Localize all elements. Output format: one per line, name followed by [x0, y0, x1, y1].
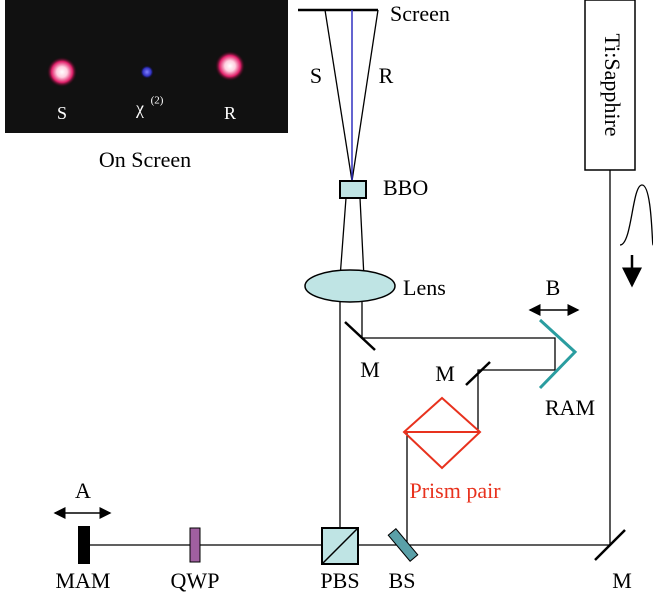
beam [85, 170, 610, 545]
label: M [435, 361, 455, 386]
label: BBO [383, 175, 428, 200]
label: QWP [171, 568, 220, 593]
pulse [620, 185, 653, 245]
label: PBS [320, 568, 359, 593]
label: RAM [545, 395, 595, 420]
spot-label: (2) [151, 95, 164, 107]
beam [340, 198, 364, 278]
mirror [345, 322, 375, 350]
label: M [360, 357, 380, 382]
spot-label: χ [135, 98, 144, 118]
label: MAM [55, 568, 110, 593]
label: Lens [403, 275, 446, 300]
lens [305, 270, 395, 302]
spot [140, 65, 154, 79]
label: M [612, 568, 632, 593]
label: R [379, 63, 394, 88]
caption: On Screen [99, 147, 191, 172]
label: A [75, 478, 91, 503]
qwp [190, 528, 200, 562]
diagram: S χ (2) R On Screen Screen S R BBO Lens … [0, 0, 653, 600]
mam [78, 526, 90, 564]
spot-label: S [57, 103, 67, 123]
label: BS [389, 568, 416, 593]
spot [215, 51, 245, 81]
label: Screen [390, 1, 450, 26]
spot-label: R [224, 103, 236, 123]
prism-pair [404, 398, 480, 468]
ram [540, 320, 575, 388]
bbo [340, 181, 366, 198]
label: Ti:Sapphire [600, 33, 625, 136]
label: S [310, 63, 322, 88]
spot [47, 57, 77, 87]
label: B [546, 275, 561, 300]
label: Prism pair [409, 478, 501, 503]
